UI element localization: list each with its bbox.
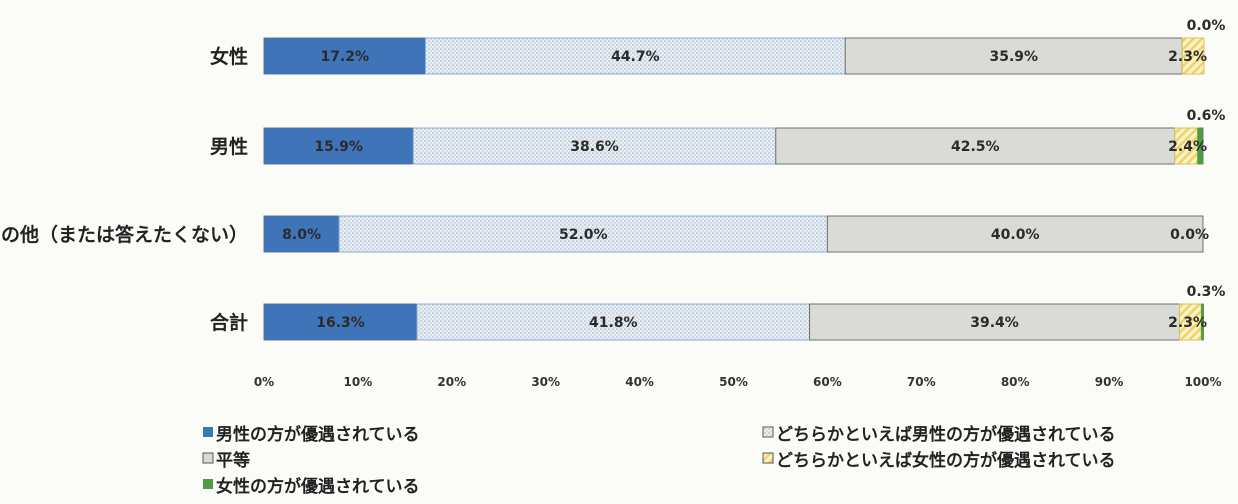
x-tick-label: 0% [254, 375, 274, 389]
bar-segment [1201, 304, 1204, 340]
data-label: 40.0% [991, 227, 1040, 243]
bar-segment [338, 215, 828, 253]
data-label: 0.0% [1170, 227, 1209, 243]
legend-label: 女性の方が優遇されている [216, 476, 420, 497]
legend-label: 平等 [216, 450, 250, 471]
x-tick-label: 90% [1095, 375, 1124, 389]
legend-swatch [203, 427, 213, 437]
x-tick-label: 20% [437, 375, 466, 389]
data-label: 8.0% [282, 227, 321, 243]
bar-segment [264, 216, 340, 252]
bar-segment [416, 303, 811, 341]
data-label: 52.0% [559, 227, 608, 243]
labels-layer: 女性 17.2% 44.7% 35.9% 2.3% 0.0% 男性 15.9% 38.6% 42.… [0, 18, 1225, 334]
legend-item: どちらかといえば男性の方が優遇されている [762, 424, 1116, 445]
legend-item: どちらかといえば女性の方が優遇されている [762, 450, 1116, 471]
x-tick-label: 70% [907, 375, 936, 389]
bar-segment [1181, 37, 1205, 75]
legend-item: 平等 [202, 450, 250, 471]
bar-segment [826, 215, 1204, 253]
legend-swatch [762, 426, 774, 438]
bar-segment [425, 37, 846, 75]
x-tick-label: 10% [344, 375, 373, 389]
legend-label: どちらかといえば男性の方が優遇されている [776, 424, 1116, 445]
bars-layer [263, 37, 1205, 341]
bar-segment [412, 127, 777, 165]
data-label: 0.3% [1187, 284, 1226, 300]
data-label: 39.4% [970, 315, 1019, 331]
x-tick-label: 30% [531, 375, 560, 389]
data-label: 2.3% [1168, 315, 1207, 331]
data-label: 38.6% [570, 139, 619, 155]
x-axis: 0% 10% 20% 30% 40% 50% 60% 70% 80% 90% 100% [254, 375, 1222, 389]
data-label: 0.6% [1187, 108, 1226, 124]
x-tick-label: 100% [1184, 375, 1221, 389]
data-label: 2.3% [1168, 49, 1207, 65]
bar-segment [809, 303, 1181, 341]
data-label: 15.9% [314, 139, 363, 155]
legend-item: 男性の方が優遇されている [203, 424, 420, 445]
data-label: 35.9% [990, 49, 1039, 65]
x-tick-label: 40% [625, 375, 654, 389]
data-label: 42.5% [951, 139, 1000, 155]
category-label: 男性 [210, 135, 248, 158]
category-label: その他（または答えたくない） [0, 223, 248, 246]
data-label: 16.3% [316, 315, 365, 331]
data-label: 44.7% [611, 49, 660, 65]
x-tick-label: 60% [813, 375, 842, 389]
bar-segment [844, 37, 1183, 75]
legend-swatch [202, 452, 214, 464]
legend-swatch [762, 452, 774, 464]
x-tick-label: 50% [719, 375, 748, 389]
x-tick-label: 80% [1001, 375, 1030, 389]
legend-swatch [203, 479, 213, 489]
bar-segment [264, 38, 426, 74]
bar-segment [775, 127, 1176, 165]
bar-segment [1197, 128, 1203, 164]
data-label: 17.2% [320, 49, 369, 65]
legend-label: 男性の方が優遇されている [216, 424, 420, 445]
bar-segment [264, 128, 414, 164]
bar-segment [264, 304, 418, 340]
category-label: 合計 [210, 311, 248, 334]
legend-item: 女性の方が優遇されている [203, 476, 420, 497]
data-label: 2.4% [1168, 139, 1207, 155]
category-label: 女性 [210, 45, 248, 68]
legend-label: どちらかといえば女性の方が優遇されている [776, 450, 1116, 471]
data-label: 41.8% [589, 315, 638, 331]
data-label: 0.0% [1187, 18, 1226, 34]
